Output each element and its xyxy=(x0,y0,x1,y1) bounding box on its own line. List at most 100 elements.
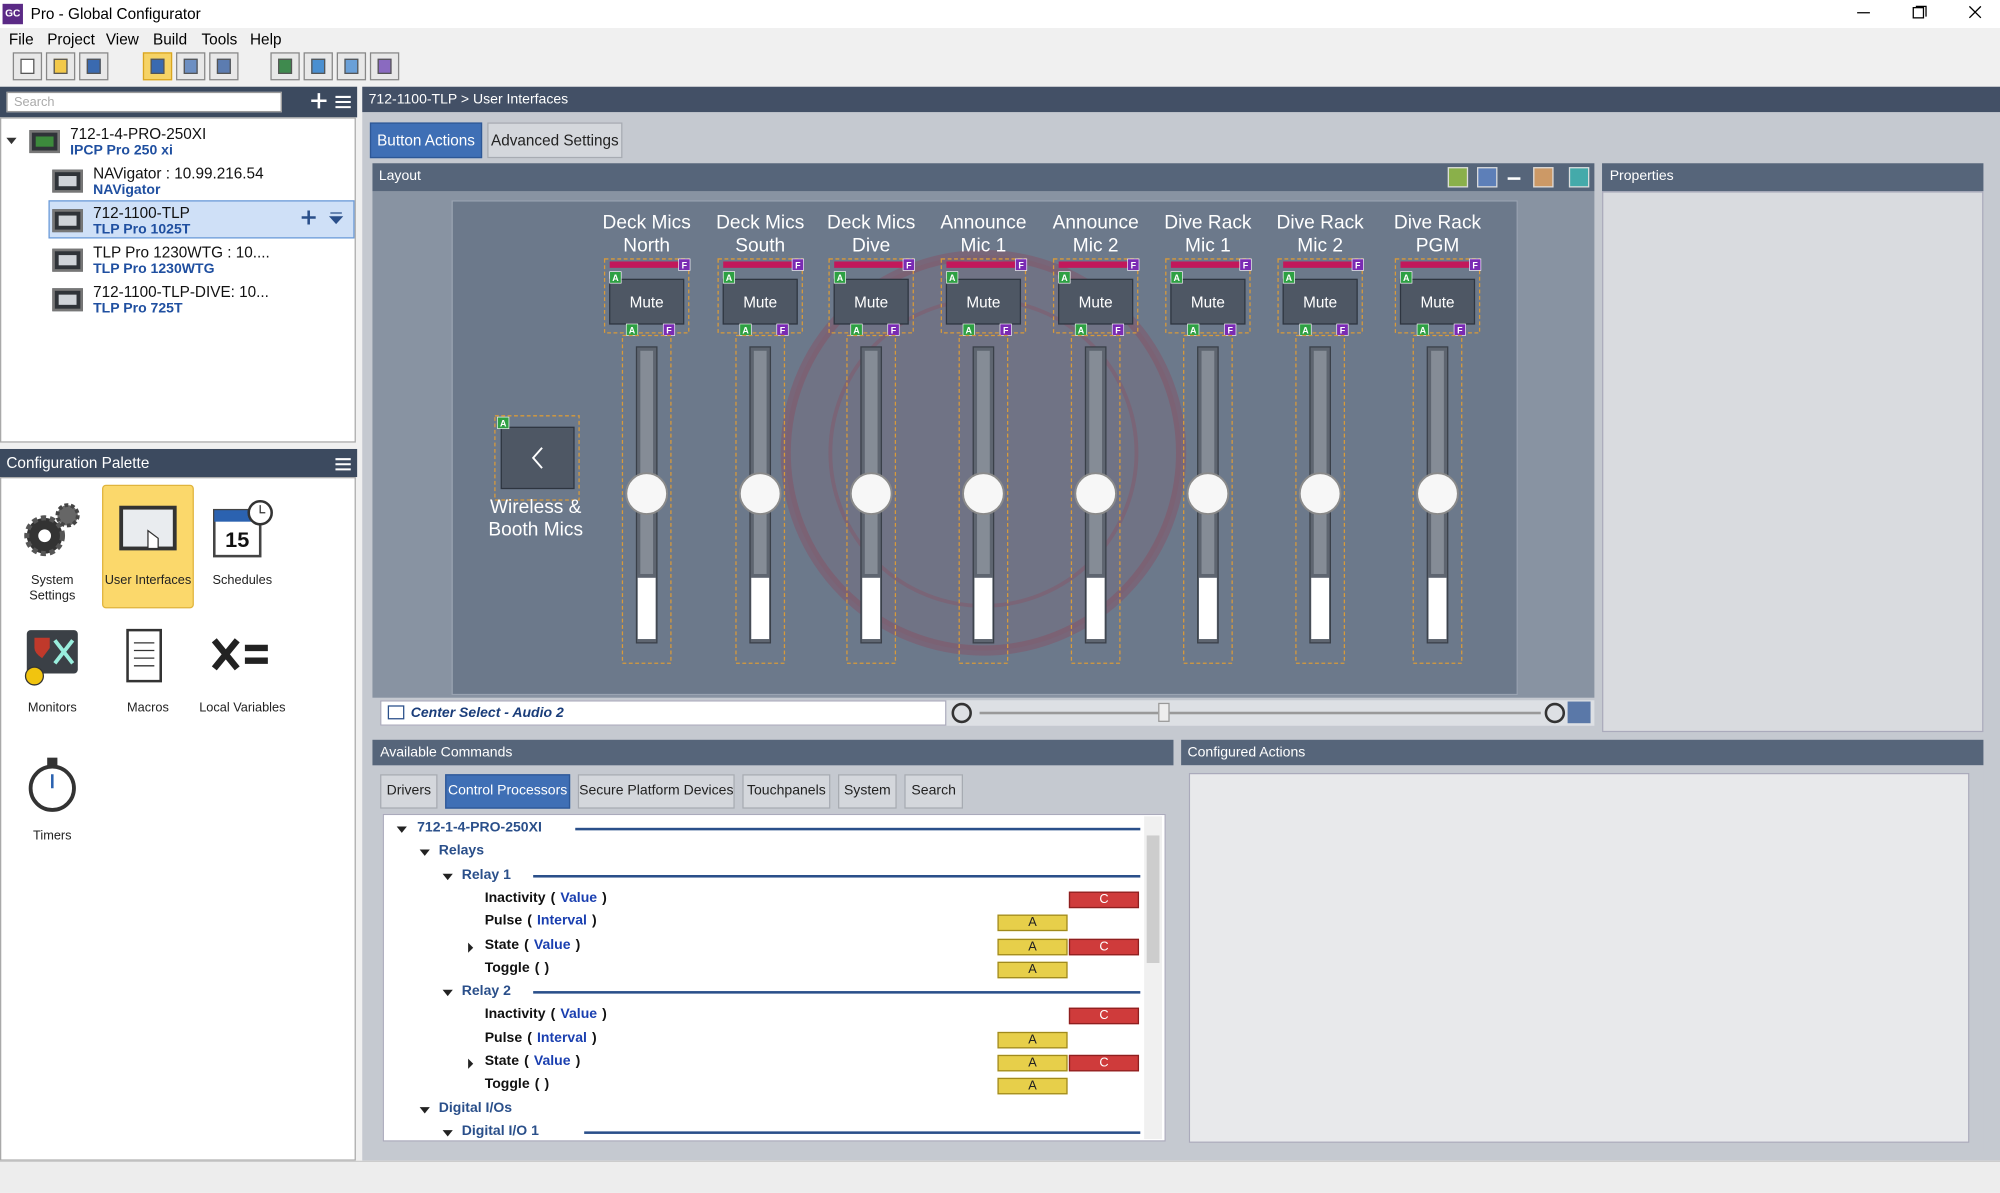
command-button[interactable]: C xyxy=(1068,1054,1140,1072)
expander xyxy=(396,826,407,833)
menu-item[interactable]: Build xyxy=(153,30,188,49)
selected-row xyxy=(48,200,355,239)
command-button[interactable]: A xyxy=(997,1031,1068,1049)
device-name[interactable]: TLP Pro 1230WTG : 10.... xyxy=(93,243,270,262)
palette-label[interactable]: Macros xyxy=(127,701,169,716)
command-row[interactable]: Digital I/Os xyxy=(439,1100,512,1115)
toolbar-button[interactable] xyxy=(45,52,76,81)
device-name[interactable]: NAVigator : 10.99.216.54 xyxy=(93,164,264,183)
command-row[interactable]: State(Value) xyxy=(485,937,581,952)
command-button[interactable]: A xyxy=(997,961,1068,979)
command-tree: 712-1-4-PRO-250XI Relays Relay 1 Inactivity… xyxy=(382,813,1166,1142)
bracket: ( xyxy=(524,936,529,953)
scroll-thumb[interactable] xyxy=(1146,835,1160,964)
device-model: IPCP Pro 250 xi xyxy=(70,142,173,159)
command-button[interactable]: C xyxy=(1068,891,1140,909)
command-row[interactable]: Toggle() xyxy=(485,960,550,975)
page-select[interactable]: Center Select - Audio 2 xyxy=(380,700,947,726)
command-row[interactable]: Relays xyxy=(439,843,484,858)
device-name[interactable]: 712-1100-TLP xyxy=(93,204,190,222)
command-tab[interactable]: Secure Platform Devices xyxy=(577,774,735,809)
palette-icon xyxy=(126,628,162,683)
command-row[interactable]: Toggle() xyxy=(485,1077,550,1092)
toolbar-button[interactable] xyxy=(142,52,173,81)
command-tab[interactable]: Control Processors xyxy=(445,774,571,809)
command-tab[interactable]: System xyxy=(838,774,897,809)
search-box[interactable]: Search xyxy=(6,91,282,113)
add-button[interactable] xyxy=(310,89,328,112)
menu-button[interactable] xyxy=(334,455,352,471)
zoom-fit[interactable] xyxy=(1567,701,1591,724)
tab[interactable]: Button Actions xyxy=(369,122,483,159)
menu-item[interactable]: Tools xyxy=(201,30,238,49)
zoom-out[interactable] xyxy=(951,702,972,724)
command-button[interactable]: A xyxy=(997,1054,1068,1072)
command-row[interactable]: Inactivity(Value) xyxy=(485,1007,607,1022)
command-button[interactable]: A xyxy=(997,914,1068,932)
palette-label[interactable]: System Settings xyxy=(29,573,76,604)
command-tab[interactable]: Search xyxy=(904,774,964,809)
group-label: Relay 2 xyxy=(461,983,511,999)
palette-label[interactable]: Monitors xyxy=(27,701,77,716)
toolbar-button[interactable] xyxy=(79,52,109,81)
command-row[interactable]: Pulse(Interval) xyxy=(485,1030,597,1045)
menu-item[interactable]: Help xyxy=(249,30,282,49)
toolbar-button[interactable] xyxy=(369,52,400,81)
layout-tool[interactable] xyxy=(1505,167,1525,187)
command-row[interactable]: State(Value) xyxy=(485,1054,581,1069)
layout-tool[interactable] xyxy=(1477,167,1498,188)
bracket: ( xyxy=(534,960,540,976)
command-row[interactable]: Digital I/O 1 xyxy=(462,1124,539,1139)
calendar-day: 15 xyxy=(225,527,249,552)
toolbar-button[interactable] xyxy=(336,52,367,81)
menu-button[interactable] xyxy=(334,93,352,109)
window-restore[interactable] xyxy=(1897,0,1943,28)
command-button[interactable]: A xyxy=(997,1078,1068,1095)
palette-label[interactable]: Schedules xyxy=(212,573,273,589)
bulb xyxy=(24,666,45,686)
group-label: Relays xyxy=(438,843,485,859)
window-minimize[interactable] xyxy=(1842,0,1888,28)
command-param: Value xyxy=(533,936,571,953)
menu-item[interactable]: View xyxy=(105,30,139,49)
command-row[interactable]: Relay 2 xyxy=(462,984,511,999)
toolbar-glyph xyxy=(150,58,165,74)
device-icon xyxy=(52,288,83,312)
toolbar-button[interactable] xyxy=(176,52,206,81)
layout-tool[interactable] xyxy=(1533,167,1554,188)
command-button[interactable]: C xyxy=(1068,1008,1140,1025)
menu-icon xyxy=(335,458,351,471)
device-name[interactable]: 712-1-4-PRO-250XI xyxy=(70,124,207,143)
menu-item[interactable]: File xyxy=(8,30,34,49)
toolbar-button[interactable] xyxy=(270,52,300,81)
command-row[interactable]: Inactivity(Value) xyxy=(485,890,607,905)
command-row[interactable]: Relay 1 xyxy=(462,867,511,882)
command-tab[interactable]: Touchpanels xyxy=(742,774,831,809)
row-actions[interactable] xyxy=(295,207,346,230)
menu-item[interactable]: Project xyxy=(47,30,95,49)
command-name: Toggle xyxy=(484,960,530,976)
palette-label[interactable]: User Interfaces xyxy=(104,573,192,589)
palette-label[interactable]: Local Variables xyxy=(199,701,286,716)
zoom-thumb[interactable] xyxy=(1158,702,1170,722)
device-name[interactable]: 712-1100-TLP-DIVE: 10... xyxy=(93,283,269,302)
glyph xyxy=(468,941,474,953)
toolbar-button[interactable] xyxy=(209,52,239,81)
toolbar-button[interactable] xyxy=(12,52,43,81)
search-placeholder: Search xyxy=(14,95,55,110)
app-icon: GC xyxy=(2,3,23,25)
command-button[interactable]: A xyxy=(997,938,1068,955)
palette-icon: 15 xyxy=(213,499,273,558)
tab[interactable]: Advanced Settings xyxy=(487,122,623,159)
command-button[interactable]: C xyxy=(1068,938,1140,955)
palette-label[interactable]: Timers xyxy=(33,829,72,844)
zoom-in[interactable] xyxy=(1544,702,1566,724)
window-close[interactable] xyxy=(1952,0,1998,28)
layout-tool[interactable] xyxy=(1568,167,1590,188)
device-icon xyxy=(52,248,83,272)
command-tab[interactable]: Drivers xyxy=(380,774,438,809)
layout-tool[interactable] xyxy=(1447,167,1469,188)
command-row[interactable]: 712-1-4-PRO-250XI xyxy=(417,820,542,835)
command-row[interactable]: Pulse(Interval) xyxy=(485,914,597,929)
toolbar-button[interactable] xyxy=(303,52,333,81)
